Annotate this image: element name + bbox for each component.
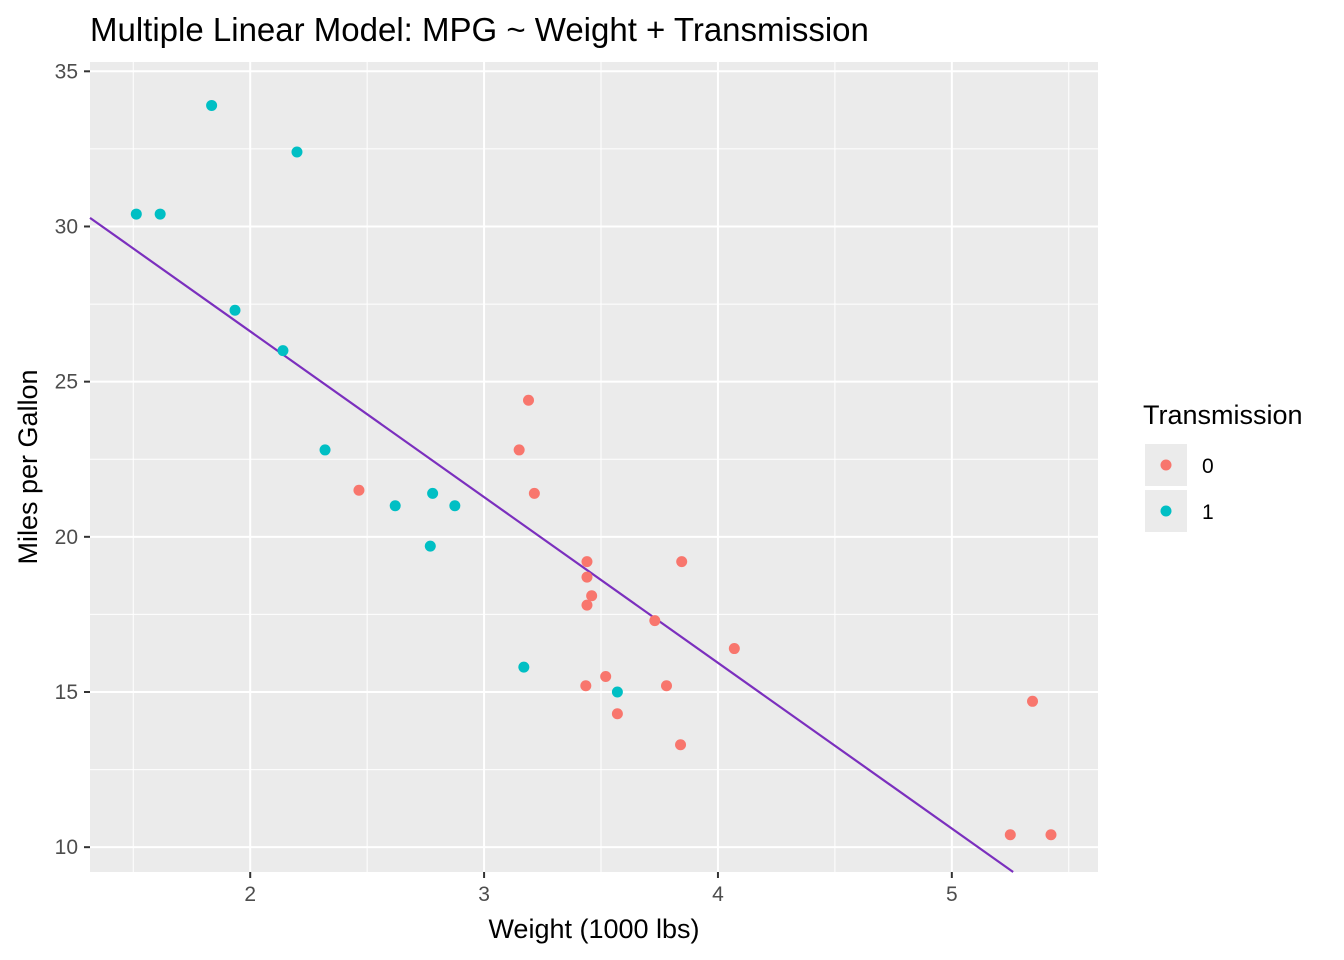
data-point-trans-0	[580, 680, 592, 692]
legend: Transmission 0 1	[1143, 400, 1303, 532]
x-tick-label: 5	[946, 883, 958, 906]
y-tick-label: 20	[55, 526, 78, 549]
fit-line	[89, 216, 1014, 873]
data-point-trans-0	[523, 394, 535, 406]
y-tick-label: 35	[55, 60, 78, 83]
data-point-trans-1	[229, 304, 241, 316]
data-point-trans-1	[389, 500, 401, 512]
x-axis: 2 3 4 5	[244, 872, 958, 906]
data-point-trans-0	[1027, 695, 1039, 707]
legend-title: Transmission	[1143, 400, 1303, 430]
data-point-trans-0	[675, 739, 687, 751]
data-point-trans-1	[130, 208, 142, 220]
data-point-trans-0	[1004, 829, 1016, 841]
x-axis-label: Weight (1000 lbs)	[488, 914, 699, 944]
data-point-trans-0	[649, 615, 661, 627]
data-point-trans-0	[586, 590, 598, 602]
plot-panel	[90, 62, 1098, 872]
data-point-trans-0	[581, 571, 593, 583]
data-point-trans-0	[661, 680, 673, 692]
regression-line	[89, 216, 1014, 873]
major-gridlines	[90, 62, 1098, 872]
data-point-trans-0	[513, 444, 525, 456]
data-point-trans-1	[518, 661, 530, 673]
x-tick-label: 2	[244, 883, 256, 906]
y-tick-label: 30	[55, 215, 78, 238]
data-points	[130, 99, 1057, 841]
data-point-trans-1	[611, 686, 623, 698]
data-point-trans-1	[319, 444, 331, 456]
x-tick-label: 4	[712, 883, 724, 906]
legend-label-1: 1	[1202, 501, 1214, 524]
y-axis-label: Miles per Gallon	[13, 369, 43, 564]
data-point-trans-0	[581, 556, 593, 568]
data-point-trans-0	[611, 708, 623, 720]
y-tick-label: 15	[55, 681, 78, 704]
data-point-trans-1	[206, 99, 218, 111]
data-point-trans-0	[728, 643, 740, 655]
y-tick-label: 25	[55, 371, 78, 394]
data-point-trans-1	[424, 540, 436, 552]
x-tick-label: 3	[478, 883, 490, 906]
legend-label-0: 0	[1202, 455, 1214, 478]
data-point-trans-1	[449, 500, 461, 512]
data-point-trans-1	[277, 345, 289, 357]
minor-gridlines	[90, 62, 1098, 872]
chart-title: Multiple Linear Model: MPG ~ Weight + Tr…	[90, 11, 869, 48]
data-point-trans-0	[581, 599, 593, 611]
y-axis: 10 15 20 25 30 35	[55, 60, 90, 859]
data-point-trans-0	[1045, 829, 1057, 841]
data-point-trans-0	[528, 487, 540, 499]
data-point-trans-1	[427, 487, 439, 499]
legend-swatch-1	[1160, 505, 1172, 517]
legend-swatch-0	[1160, 459, 1172, 471]
data-point-trans-1	[154, 208, 166, 220]
y-tick-label: 10	[55, 836, 78, 859]
data-point-trans-0	[600, 670, 612, 682]
data-point-trans-0	[353, 484, 365, 496]
data-point-trans-1	[291, 146, 303, 158]
data-point-trans-0	[676, 556, 688, 568]
